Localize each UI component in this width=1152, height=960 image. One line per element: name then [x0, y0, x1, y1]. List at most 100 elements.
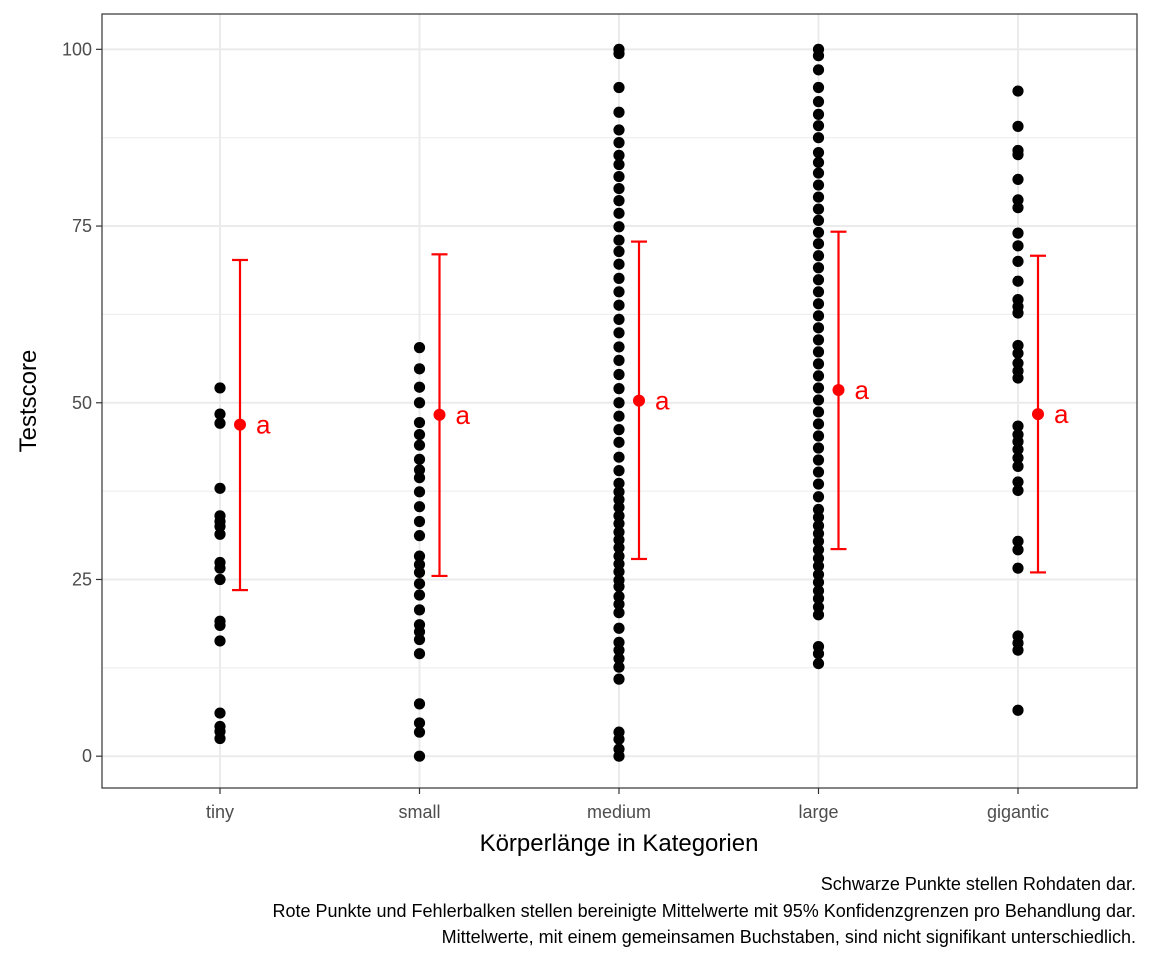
raw-point [812, 560, 825, 572]
raw-point [413, 381, 426, 393]
raw-point [413, 397, 426, 409]
raw-point [1012, 240, 1024, 252]
raw-point [812, 310, 825, 322]
raw-point [613, 327, 625, 339]
x-tick-label-medium: medium [587, 802, 651, 822]
raw-point [812, 322, 825, 334]
raw-point [812, 406, 825, 418]
raw-point [413, 619, 426, 631]
raw-point [1012, 255, 1024, 267]
raw-point [812, 370, 825, 382]
raw-point [613, 566, 625, 578]
raw-point [1012, 85, 1024, 97]
significance-letter-gigantic: a [1054, 399, 1069, 429]
raw-point [214, 482, 226, 494]
raw-point [613, 673, 625, 685]
raw-point [613, 410, 625, 422]
raw-point [413, 439, 426, 451]
raw-point [613, 494, 625, 506]
raw-point [613, 598, 625, 610]
raw-point [1012, 144, 1024, 157]
raw-point [214, 408, 226, 420]
raw-point [812, 657, 825, 670]
raw-point [812, 576, 825, 588]
raw-point [413, 633, 426, 646]
raw-point [812, 418, 825, 430]
x-axis: tiny small medium large gigantic [206, 788, 1049, 822]
raw-point [812, 346, 825, 358]
raw-point [413, 472, 426, 484]
raw-point [1012, 484, 1024, 497]
raw-point [613, 726, 625, 738]
raw-point [613, 207, 625, 219]
raw-point [214, 382, 226, 394]
raw-point [812, 146, 825, 159]
y-tick-label: 75 [72, 216, 92, 236]
caption-line-3: Mittelwerte, mit einem gemeinsamen Buchs… [442, 927, 1136, 947]
raw-point [613, 354, 625, 366]
raw-point [613, 465, 625, 477]
raw-point [613, 477, 625, 489]
raw-point [812, 81, 825, 94]
raw-point [613, 368, 625, 381]
raw-point [812, 203, 825, 215]
y-axis-title: Testscore [15, 350, 42, 453]
raw-point [413, 578, 426, 590]
raw-point [812, 442, 825, 454]
raw-point [613, 542, 625, 554]
raw-point [613, 644, 625, 656]
raw-point [413, 604, 426, 616]
caption-line-1: Schwarze Punkte stellen Rohdaten dar. [821, 874, 1136, 894]
raw-point [214, 556, 226, 569]
raw-point [613, 436, 625, 448]
raw-point [214, 417, 226, 429]
raw-point [613, 170, 625, 183]
raw-point [812, 491, 825, 503]
raw-point [613, 124, 625, 136]
y-tick-label: 0 [82, 746, 92, 766]
raw-point [812, 585, 825, 597]
raw-point [413, 648, 426, 660]
raw-point [413, 726, 426, 738]
raw-point [613, 653, 625, 665]
raw-point [1012, 357, 1024, 369]
raw-point [1012, 630, 1024, 642]
raw-point [613, 518, 625, 530]
raw-point [812, 250, 825, 262]
raw-point [613, 43, 625, 55]
raw-point [812, 132, 825, 144]
raw-point [413, 428, 426, 441]
raw-point [1012, 194, 1024, 206]
raw-point [1012, 460, 1024, 472]
raw-point [613, 195, 625, 207]
x-tick-label-large: large [798, 802, 838, 822]
mean-point-gigantic [1032, 408, 1044, 421]
raw-point [613, 590, 625, 603]
mean-point-large [832, 384, 845, 397]
raw-point [812, 527, 825, 540]
raw-point [413, 589, 426, 601]
mean-point-small [433, 408, 446, 421]
raw-point [613, 258, 625, 270]
raw-point [812, 478, 825, 490]
raw-point [812, 286, 825, 298]
raw-point [613, 558, 625, 570]
raw-point [413, 486, 426, 498]
raw-point [214, 615, 226, 627]
raw-point [613, 106, 625, 118]
raw-point [812, 454, 825, 466]
raw-point [613, 313, 625, 325]
raw-point [413, 750, 426, 762]
raw-point [812, 544, 825, 556]
raw-point [1012, 562, 1024, 574]
significance-letter-small: a [456, 400, 471, 430]
raw-point [812, 191, 825, 203]
raw-point [613, 607, 625, 619]
raw-point [613, 383, 625, 395]
raw-point [1012, 544, 1024, 556]
raw-point [812, 214, 825, 226]
mean-point-medium [633, 394, 645, 407]
raw-point [413, 342, 426, 354]
y-tick-label: 50 [72, 393, 92, 413]
